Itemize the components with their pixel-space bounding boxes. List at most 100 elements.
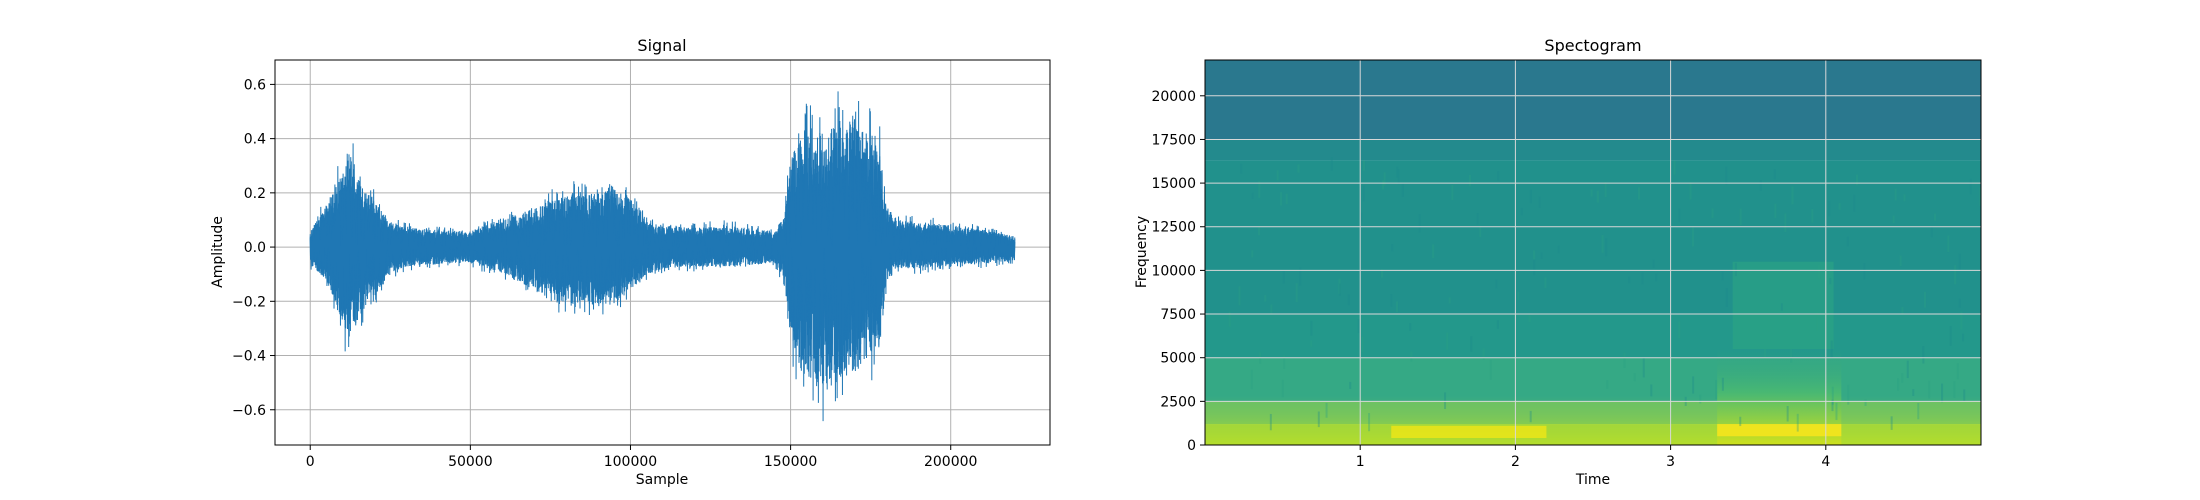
spectrogram-texture	[1251, 192, 1254, 199]
spectrogram-texture	[1281, 379, 1284, 398]
spectrogram-ytick-label: 12500	[1151, 220, 1196, 236]
spectrogram-texture	[1912, 389, 1915, 396]
spectrogram-texture	[1725, 288, 1728, 307]
spectrogram-texture	[1650, 384, 1653, 397]
signal-ytick-label: −0.6	[232, 403, 266, 419]
spectrogram-texture	[1401, 183, 1404, 197]
spectrogram-texture	[1691, 227, 1694, 247]
spectrogram-texture	[1784, 213, 1787, 233]
spectrogram-xtick-label: 3	[1666, 454, 1675, 470]
spectrogram-texture	[1725, 166, 1728, 185]
spectrogram-texture	[1544, 277, 1547, 288]
spectrogram-texture	[1924, 291, 1927, 308]
signal-title: Signal	[637, 36, 686, 55]
spectrogram-texture	[1479, 227, 1482, 237]
spectrogram-xlabel: Time	[1575, 472, 1610, 488]
spectrogram-texture	[1963, 389, 1966, 402]
spectrogram-xtick-label: 4	[1821, 454, 1830, 470]
signal-ytick-label: 0.2	[244, 186, 266, 202]
spectrogram-ytick-label: 0	[1187, 438, 1196, 454]
spectrogram-texture	[1533, 250, 1536, 260]
spectrogram-texture	[1606, 380, 1609, 389]
spectrogram-texture	[1590, 189, 1593, 197]
spectrogram-texture	[1264, 295, 1267, 302]
spectrogram-ytick-label: 17500	[1151, 132, 1196, 148]
spectrogram-texture	[1529, 410, 1532, 423]
spectrogram-texture	[1864, 399, 1867, 406]
spectrogram-texture	[1446, 332, 1449, 350]
spectrogram-texture	[1363, 160, 1366, 171]
spectrogram-texture	[1930, 226, 1933, 238]
spectrogram-texture	[1432, 244, 1435, 259]
spectrogram-texture	[1269, 413, 1272, 431]
spectrogram-texture	[1791, 186, 1794, 205]
signal-xtick-label: 50000	[448, 454, 493, 470]
spectrogram-texture	[1391, 244, 1394, 252]
spectrogram-band	[1205, 60, 1981, 140]
spectrogram-texture	[1557, 245, 1560, 254]
signal-ytick-label: −0.2	[232, 294, 266, 310]
spectrogram-texture	[1759, 180, 1762, 191]
signal-ytick-label: 0.6	[244, 77, 266, 93]
spectrogram-texture	[1397, 169, 1400, 185]
spectrogram-texture	[1835, 402, 1838, 421]
spectrogram-texture	[1360, 212, 1363, 222]
spectrogram-texture	[1228, 311, 1231, 327]
spectrogram-texture	[1418, 214, 1421, 233]
spectrogram-texture	[1368, 413, 1371, 432]
spectrogram-texture	[1763, 348, 1766, 359]
spectrogram-texture	[1958, 298, 1961, 308]
spectrogram-texture	[1528, 315, 1531, 323]
spectrogram-texture	[1780, 303, 1783, 311]
spectrogram-texture	[1853, 194, 1856, 212]
spectrogram-image	[1205, 60, 1981, 445]
spectrogram-texture	[1380, 269, 1383, 278]
spectrogram-texture	[1357, 318, 1360, 334]
signal-xlabel: Sample	[636, 472, 689, 488]
spectrogram-texture	[1960, 311, 1963, 330]
spectrogram-texture	[1933, 213, 1936, 221]
spectrogram-texture	[1954, 265, 1957, 285]
spectrogram-texture	[1786, 406, 1789, 422]
spectrogram-texture	[1673, 160, 1676, 175]
spectrogram-texture	[1633, 373, 1636, 382]
spectrogram-texture	[1811, 208, 1814, 223]
spectrogram-texture	[1604, 181, 1607, 198]
signal-xtick-label: 200000	[924, 454, 977, 470]
spectrogram-texture	[1903, 194, 1906, 202]
spectrogram-texture	[1383, 172, 1386, 186]
spectrogram-texture	[1899, 255, 1902, 267]
signal-plot: 0 50000 100000 150000 200000 −0.6 −0.4 −0.2 0.0…	[210, 36, 1051, 488]
spectrogram-texture	[1969, 178, 1972, 195]
spectrogram-texture	[1855, 174, 1858, 186]
spectrogram-texture	[1642, 357, 1645, 378]
spectrogram-texture	[1495, 279, 1498, 289]
spectrogram-texture	[1838, 203, 1841, 210]
signal-ytick-label: −0.4	[232, 349, 266, 365]
spectrogram-texture	[1410, 351, 1413, 362]
spectrogram-title: Spectogram	[1544, 36, 1641, 55]
spectrogram-texture	[1251, 250, 1254, 258]
spectrogram-texture	[1928, 380, 1931, 399]
spectrogram-texture	[1831, 399, 1834, 412]
spectrogram-texture	[1325, 402, 1328, 418]
spectrogram-texture	[1623, 352, 1626, 368]
spectrogram-texture	[1529, 189, 1532, 204]
spectrogram-band	[1205, 139, 1981, 161]
spectrogram-texture	[1906, 360, 1909, 379]
spectrogram-tone-1	[1391, 425, 1547, 439]
spectrogram-texture	[1947, 235, 1950, 253]
spectrogram-texture	[1396, 166, 1399, 178]
spectrogram-texture	[1774, 203, 1777, 218]
spectrogram-texture	[1605, 238, 1608, 257]
spectrogram-texture	[1796, 413, 1799, 432]
spectrogram-texture	[1317, 411, 1320, 428]
spectrogram-texture	[1828, 200, 1831, 217]
spectrogram-texture	[1349, 381, 1352, 389]
spectrogram-texture	[1276, 170, 1279, 181]
spectrogram-texture	[1280, 192, 1283, 206]
spectrogram-plot: 1 2 3 4 0 2500 5000 7500 10000 12500 15000 17500 20…	[1134, 36, 1982, 488]
spectrogram-texture	[1715, 379, 1718, 400]
spectrogram-texture	[1829, 277, 1832, 285]
